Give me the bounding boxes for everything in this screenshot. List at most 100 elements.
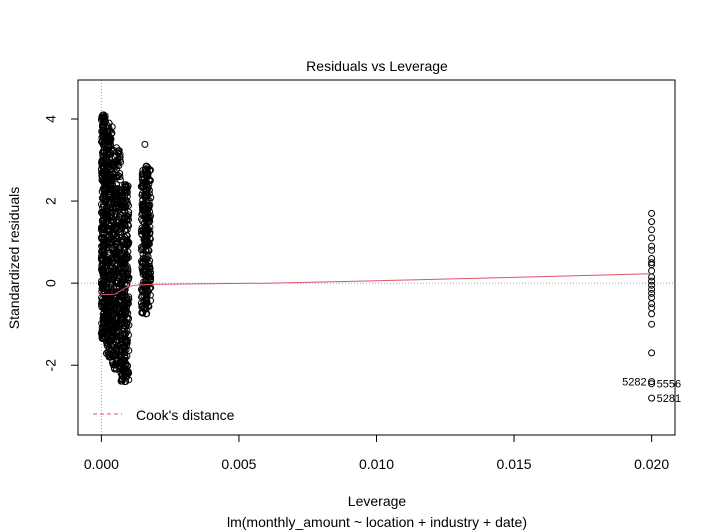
data-point: [648, 378, 656, 386]
data-point: [113, 232, 120, 240]
data-point: [113, 365, 120, 373]
data-point: [121, 214, 129, 221]
data-point: [113, 173, 120, 181]
data-point: [142, 187, 150, 195]
data-point: [142, 236, 150, 244]
data-point: [113, 351, 120, 359]
legend: Cook's distance: [93, 407, 235, 423]
data-point: [121, 345, 129, 353]
x-tick-label: 0.005: [221, 456, 256, 472]
data-point: [648, 226, 656, 234]
data-point: [142, 276, 150, 283]
data-point: [109, 248, 117, 256]
data-point: [142, 305, 150, 313]
data-point: [113, 159, 120, 166]
data-point: [142, 300, 150, 308]
y-tick-label: -2: [43, 359, 59, 372]
data-point: [109, 276, 117, 284]
x-axis: 0.000 0.005 0.010 0.015 0.020: [84, 434, 669, 472]
data-point: [121, 200, 129, 208]
data-point: [146, 217, 154, 225]
data-point: [121, 194, 129, 202]
point-label: 5281: [657, 393, 681, 405]
data-point: [648, 320, 656, 328]
data-point: [121, 305, 129, 313]
smoother-line: [101, 273, 652, 296]
data-point: [142, 216, 150, 224]
data-point: [113, 188, 120, 196]
data-point: [648, 242, 656, 250]
data-point: [121, 312, 129, 320]
plot-frame: [77, 79, 676, 436]
data-point: [142, 207, 150, 214]
x-tick-label: 0.000: [84, 456, 119, 472]
data-point: [113, 328, 120, 336]
data-point: [648, 300, 656, 308]
data-point: [121, 260, 129, 267]
y-tick-label: 2: [43, 197, 59, 205]
data-point: [105, 182, 113, 189]
data-point: [142, 226, 150, 234]
data-point: [99, 194, 107, 201]
data-point: [105, 119, 113, 127]
data-point: [118, 186, 125, 194]
data-point: [121, 253, 129, 261]
data-point: [648, 394, 656, 402]
y-tick-label: 4: [43, 115, 59, 123]
data-point: [108, 181, 116, 188]
data-point: [109, 298, 117, 306]
data-point: [142, 246, 150, 254]
data-point: [125, 216, 132, 224]
data-point: [105, 135, 113, 143]
data-points: [97, 111, 656, 402]
data-point: [139, 196, 147, 204]
data-point: [99, 204, 107, 212]
data-point: [142, 290, 150, 298]
data-point: [648, 349, 656, 357]
data-point: [113, 166, 120, 174]
data-point: [648, 304, 656, 312]
data-point: [142, 256, 150, 264]
data-point: [101, 114, 109, 122]
y-axis: -2 0 2 4: [43, 115, 79, 372]
data-point: [142, 261, 150, 269]
y-axis-label: Standardized residuals: [6, 187, 22, 329]
data-point: [121, 325, 129, 333]
data-point: [105, 143, 113, 150]
data-point: [113, 151, 120, 159]
data-point: [109, 173, 117, 181]
data-point: [116, 173, 124, 181]
data-point: [648, 277, 656, 285]
data-point: [142, 231, 150, 239]
data-point: [648, 209, 656, 217]
data-point: [115, 147, 123, 155]
data-point: [102, 274, 110, 281]
data-point: [105, 283, 113, 291]
data-point: [113, 255, 120, 262]
data-point: [142, 182, 150, 190]
data-point: [110, 217, 118, 225]
data-point: [121, 332, 129, 340]
data-point: [142, 221, 150, 229]
data-point: [113, 299, 120, 307]
data-point: [142, 197, 150, 205]
data-point: [105, 244, 113, 252]
data-point: [118, 312, 126, 320]
data-point: [123, 339, 131, 346]
data-point: [119, 314, 127, 322]
data-point: [109, 349, 117, 357]
data-point: [110, 350, 118, 358]
data-point: [121, 365, 129, 372]
data-point: [648, 259, 656, 267]
data-point: [113, 292, 120, 299]
data-point: [105, 150, 113, 158]
data-point: [142, 266, 150, 274]
data-point: [105, 337, 113, 345]
data-point: [121, 181, 129, 189]
data-point: [648, 218, 656, 226]
data-point: [105, 205, 113, 213]
data-point: [145, 186, 153, 194]
data-point: [105, 127, 113, 135]
x-axis-label: Leverage: [348, 493, 407, 509]
